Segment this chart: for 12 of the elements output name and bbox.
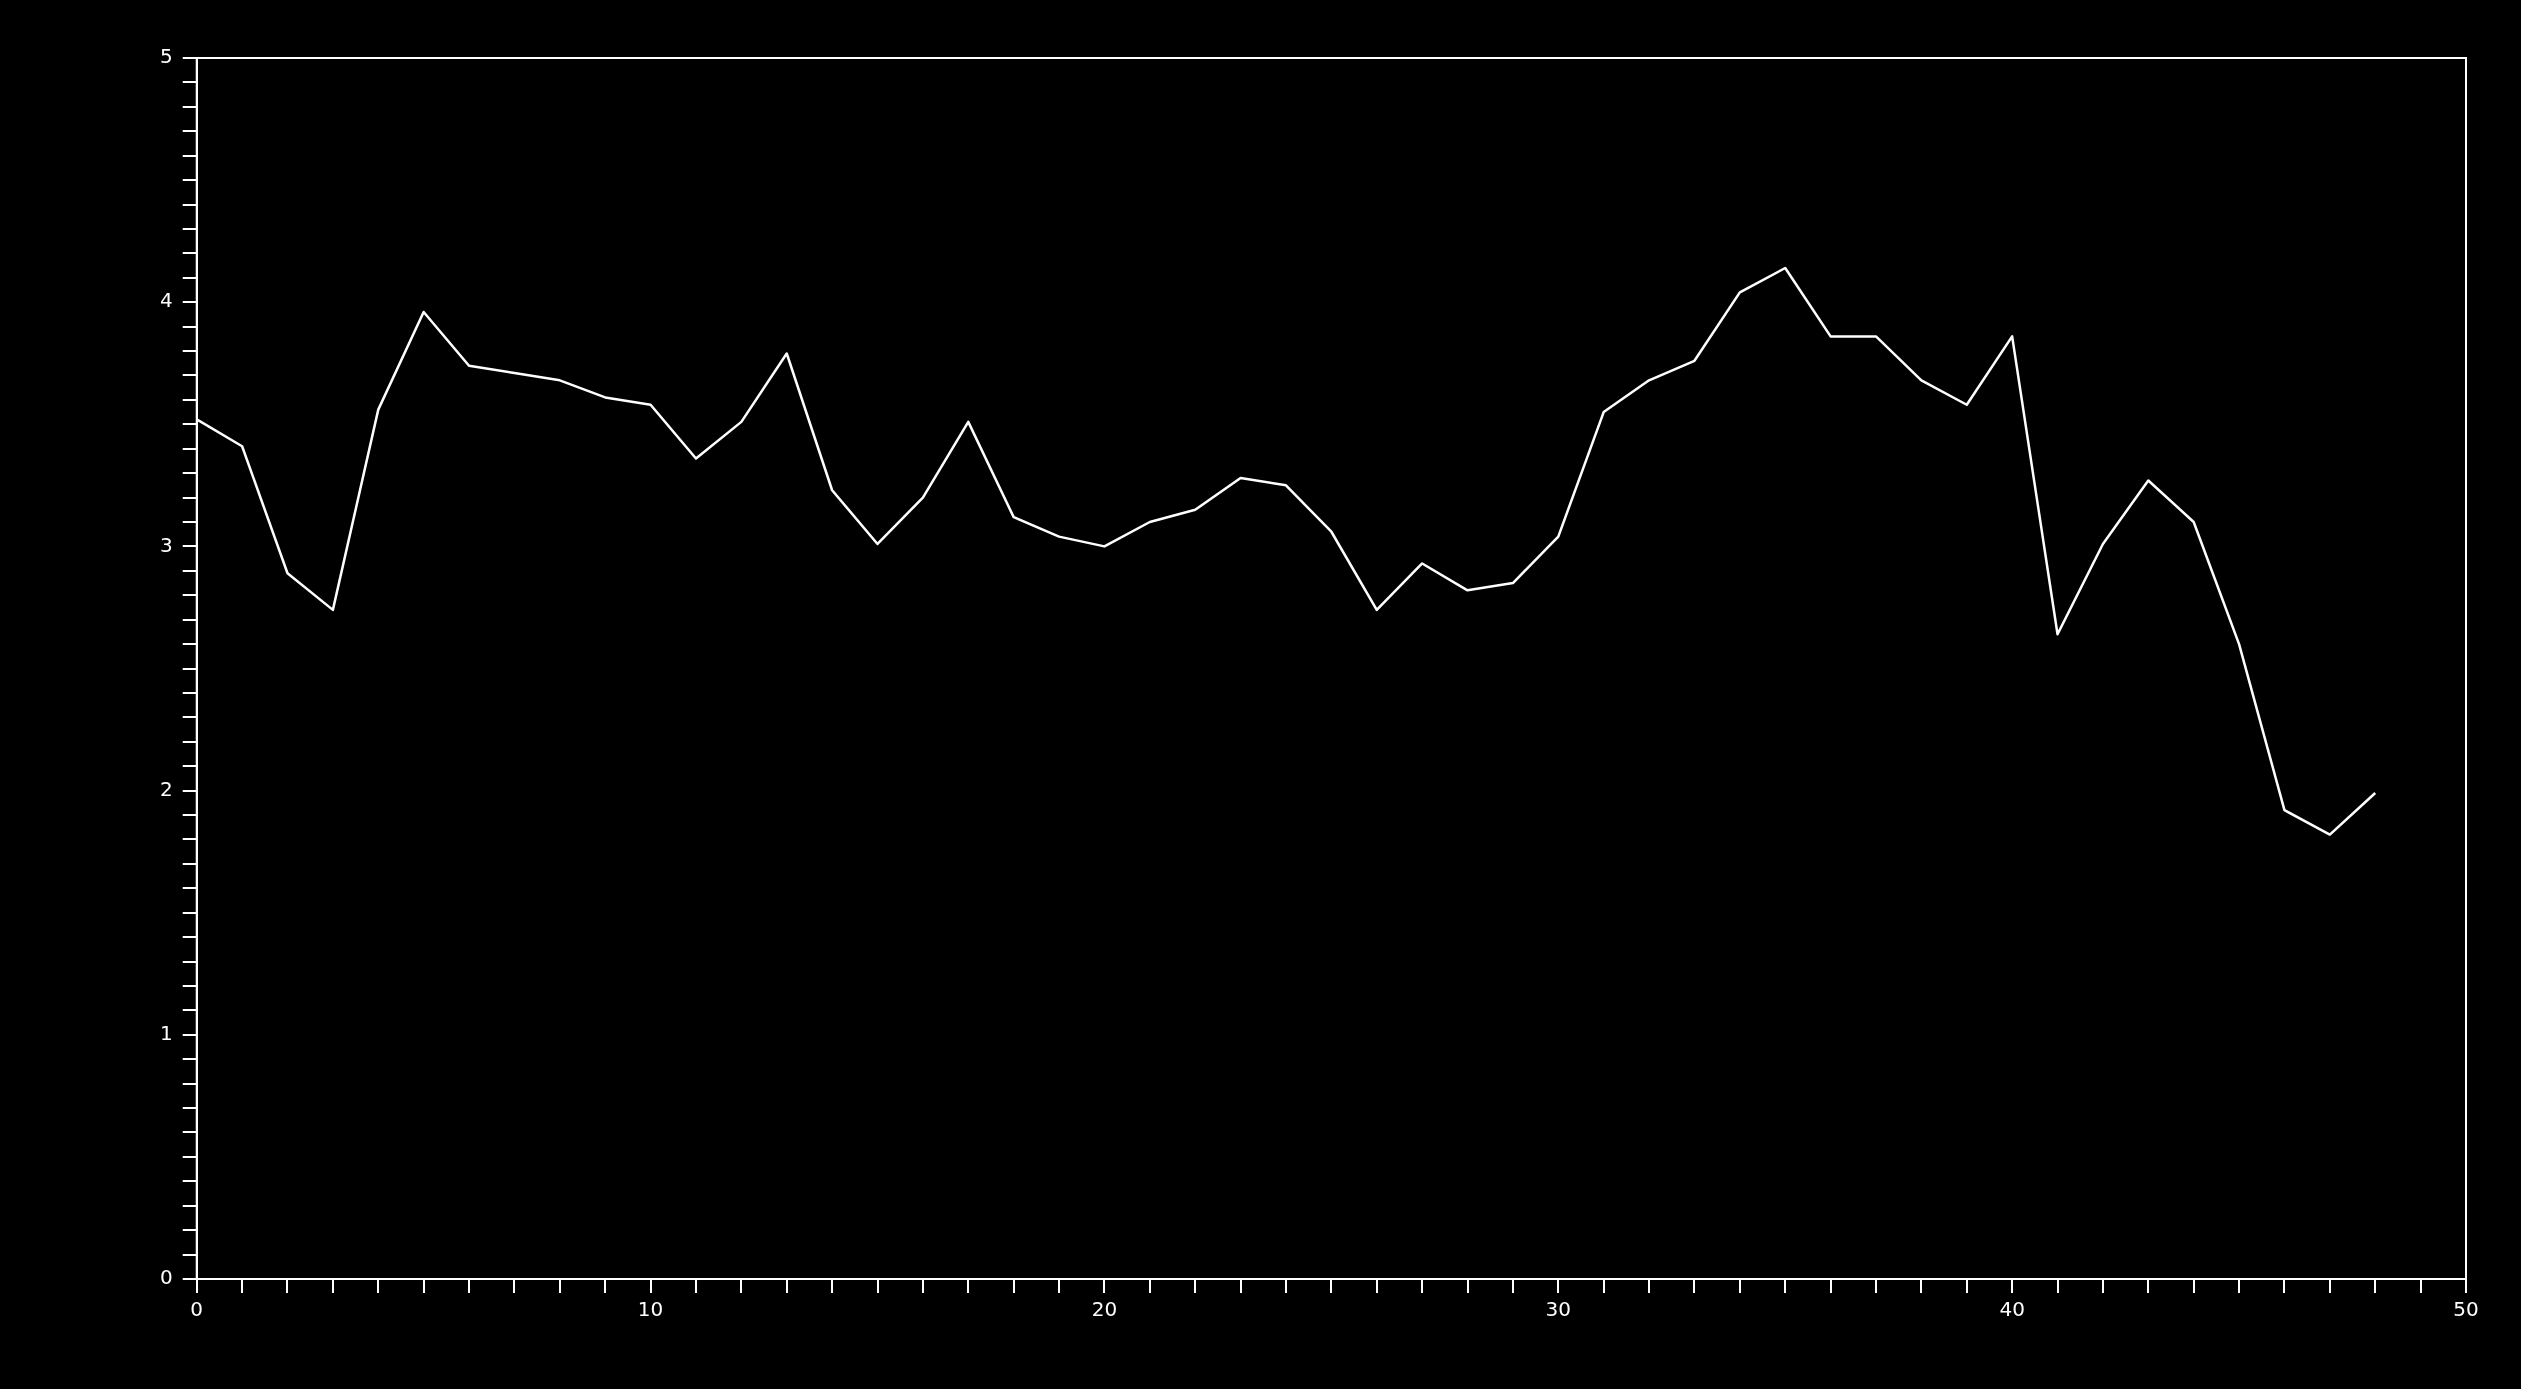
y-tick-label: 2 [159, 776, 173, 801]
y-tick-label: 4 [159, 288, 173, 313]
y-tick-label: 5 [159, 44, 173, 69]
y-tick-label: 0 [159, 1265, 173, 1290]
y-tick-label: 3 [159, 532, 173, 557]
x-tick-label: 50 [2453, 1297, 2479, 1322]
x-tick-label: 20 [1091, 1297, 1118, 1322]
x-tick-label: 40 [1999, 1297, 2025, 1322]
x-tick-label: 30 [1545, 1297, 1572, 1322]
x-tick-label: 0 [190, 1297, 204, 1322]
x-tick-label: 10 [637, 1297, 664, 1322]
y-tick-label: 1 [159, 1021, 173, 1045]
